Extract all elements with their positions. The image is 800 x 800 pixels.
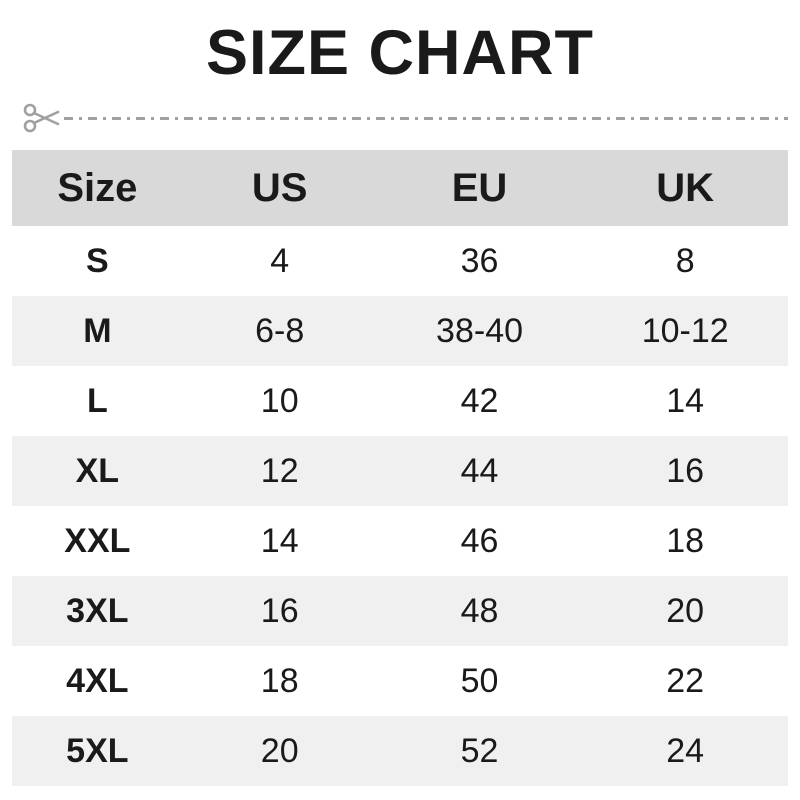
header-uk: UK (582, 150, 788, 226)
cell-us: 20 (260, 731, 299, 770)
cell-uk: 14 (666, 381, 705, 420)
cell-eu: 42 (460, 381, 499, 420)
cell-eu: 50 (460, 661, 499, 700)
size-table: Size US EU UK S 4 36 8 M 6-8 38-40 10-12… (12, 150, 788, 786)
header-us: US (182, 150, 377, 226)
cell-uk: 22 (666, 661, 705, 700)
cell-us: 4 (270, 241, 290, 280)
table-row: 4XL 18 50 22 (12, 646, 788, 716)
cell-uk: 8 (675, 241, 695, 280)
scissors-icon (22, 100, 62, 136)
table-row: XXL 14 46 18 (12, 506, 788, 576)
table-header-row: Size US EU UK (12, 150, 788, 226)
table-row: L 10 42 14 (12, 366, 788, 436)
cell-size: 3XL (66, 591, 129, 630)
cell-us: 16 (260, 591, 299, 630)
cell-us: 6-8 (255, 311, 305, 350)
cell-uk: 18 (666, 521, 705, 560)
cell-size: 5XL (66, 731, 129, 770)
cell-eu: 52 (460, 731, 499, 770)
cell-uk: 24 (666, 731, 705, 770)
cell-eu: 44 (460, 451, 499, 490)
cell-size: 4XL (66, 661, 129, 700)
cell-us: 14 (260, 521, 299, 560)
cut-line (22, 100, 788, 136)
cell-us: 18 (260, 661, 299, 700)
header-size: Size (12, 150, 183, 226)
header-eu: EU (376, 150, 583, 226)
cell-size: S (86, 241, 109, 280)
table-row: 5XL 20 52 24 (12, 716, 788, 786)
cell-size: L (86, 381, 108, 420)
cell-us: 12 (260, 451, 299, 490)
cell-uk: 16 (666, 451, 705, 490)
table-row: M 6-8 38-40 10-12 (12, 296, 788, 366)
table-row: XL 12 44 16 (12, 436, 788, 506)
cell-eu: 38-40 (436, 311, 524, 350)
table-row: 3XL 16 48 20 (12, 576, 788, 646)
cell-size: XXL (64, 521, 131, 560)
cell-size: M (83, 311, 112, 350)
page-title: SIZE CHART (206, 18, 594, 88)
cell-eu: 46 (460, 521, 499, 560)
cut-line-dashes (64, 116, 788, 120)
cell-us: 10 (260, 381, 299, 420)
cell-eu: 36 (460, 241, 499, 280)
cell-size: XL (75, 451, 120, 490)
table-row: S 4 36 8 (12, 226, 788, 296)
cell-eu: 48 (460, 591, 499, 630)
cell-uk: 20 (666, 591, 705, 630)
cell-uk: 10-12 (641, 311, 729, 350)
